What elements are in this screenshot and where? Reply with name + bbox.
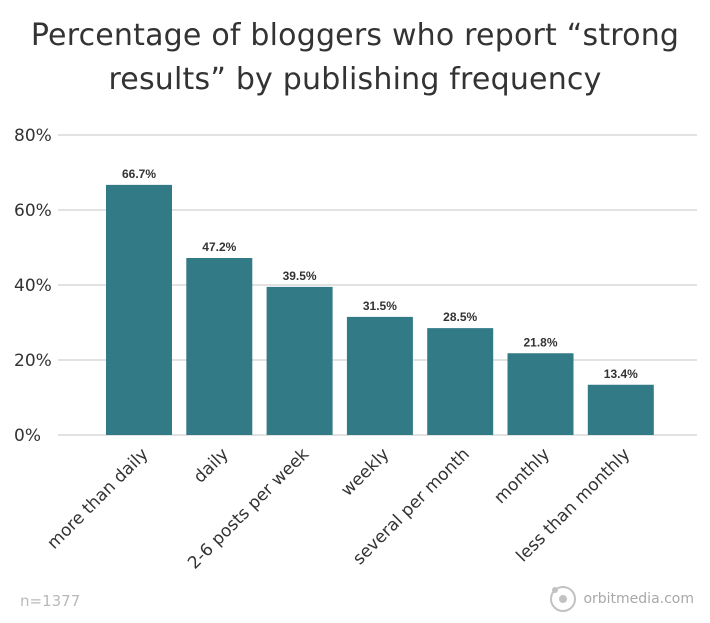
y-tick-label: 0% — [14, 426, 41, 446]
bar — [507, 353, 574, 435]
y-tick-label: 60% — [14, 201, 52, 221]
bars — [106, 184, 654, 435]
bar — [266, 286, 333, 435]
x-category-label: weekly — [337, 444, 393, 500]
bar-value-label: 13.4% — [604, 367, 638, 381]
bar — [587, 384, 654, 435]
bar-value-label: 21.8% — [523, 335, 557, 349]
bar — [186, 258, 253, 435]
x-category-label: monthly — [490, 444, 554, 508]
sample-size-note: n=1377 — [20, 592, 81, 610]
bar — [346, 316, 413, 435]
y-tick-label: 80% — [14, 126, 52, 146]
bar-value-label: 66.7% — [122, 167, 156, 181]
brand-logo: orbitmedia.com — [549, 585, 694, 613]
bar-value-label: 28.5% — [443, 310, 477, 324]
chart-title-line-2: results” by publishing frequency — [108, 62, 602, 97]
x-category-label: more than daily — [43, 444, 152, 553]
bar-value-labels: 66.7% 47.2% 39.5% 31.5% 28.5% 21.8% 13.4% — [122, 167, 638, 381]
brand-name: orbitmedia.com — [583, 591, 694, 607]
x-category-label: daily — [190, 444, 233, 487]
y-tick-label: 20% — [14, 351, 52, 371]
bar — [427, 328, 494, 435]
chart-title: Percentage of bloggers who report “stron… — [0, 14, 710, 102]
bar-value-label: 31.5% — [363, 299, 397, 313]
bar-value-label: 39.5% — [283, 269, 317, 283]
y-tick-label: 40% — [14, 276, 52, 296]
y-axis-tick-labels: 0% 20% 40% 60% 80% — [14, 126, 52, 446]
bar-value-label: 47.2% — [202, 240, 236, 254]
chart-title-line-1: Percentage of bloggers who report “stron… — [30, 18, 680, 53]
orbit-logo-icon — [550, 586, 577, 612]
bar — [106, 184, 172, 435]
